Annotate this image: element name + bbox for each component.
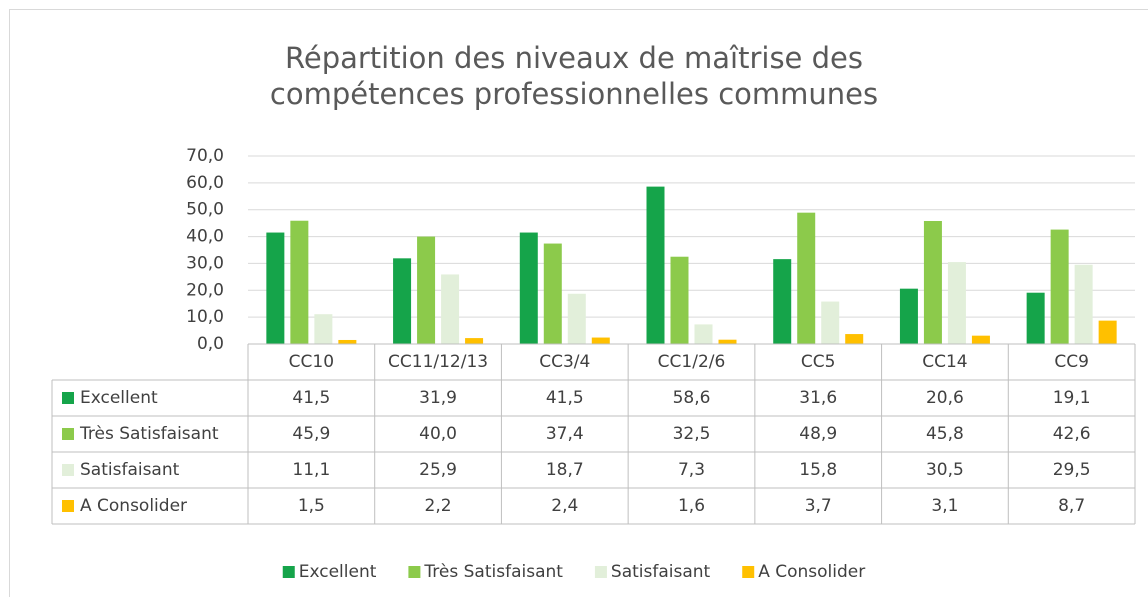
- x-tick-label: CC11/12/13: [388, 352, 488, 372]
- table-value: 7,3: [678, 460, 705, 480]
- bar: [694, 324, 713, 344]
- bar: [591, 337, 610, 344]
- table-value: 20,6: [926, 388, 964, 408]
- bar: [441, 274, 460, 344]
- bar: [821, 301, 840, 344]
- bar: [465, 338, 484, 344]
- bar: [670, 256, 689, 344]
- legend-key: [408, 566, 421, 578]
- chart-title: Répartition des niveaux de maîtrise des …: [269, 41, 879, 111]
- legend-key: [62, 428, 74, 440]
- bar: [543, 243, 562, 344]
- bar: [519, 232, 538, 344]
- table-value: 29,5: [1053, 460, 1091, 480]
- y-tick-label: 0,0: [197, 334, 224, 354]
- y-tick-label: 60,0: [186, 173, 224, 193]
- legend-label: Excellent: [299, 562, 377, 582]
- x-tick-label: CC9: [1054, 352, 1089, 372]
- table-value: 11,1: [292, 460, 330, 480]
- bar: [845, 334, 864, 344]
- row-label: Excellent: [80, 388, 158, 408]
- table-value: 8,7: [1058, 496, 1085, 516]
- bar: [899, 288, 918, 344]
- row-label: A Consolider: [80, 496, 187, 516]
- bar: [314, 314, 333, 344]
- table-value: 32,5: [673, 424, 711, 444]
- x-tick-label: CC10: [289, 352, 334, 372]
- table-value: 31,6: [799, 388, 837, 408]
- y-tick-label: 10,0: [186, 307, 224, 327]
- legend-key: [62, 392, 74, 404]
- table-value: 42,6: [1053, 424, 1091, 444]
- table-value: 48,9: [799, 424, 837, 444]
- legend-key: [62, 464, 74, 476]
- bar: [567, 293, 586, 344]
- bar: [338, 339, 357, 344]
- row-label: Satisfaisant: [80, 460, 180, 480]
- table-value: 31,9: [419, 388, 457, 408]
- table-value: 25,9: [419, 460, 457, 480]
- table-value: 3,1: [931, 496, 958, 516]
- table-value: 41,5: [292, 388, 330, 408]
- table-value: 19,1: [1053, 388, 1091, 408]
- legend-key: [62, 500, 74, 512]
- y-tick-label: 70,0: [186, 146, 224, 166]
- bar: [947, 262, 966, 344]
- x-tick-label: CC1/2/6: [658, 352, 726, 372]
- legend-label: Satisfaisant: [611, 562, 711, 582]
- bar: [797, 212, 816, 344]
- bar: [718, 339, 737, 344]
- bar: [1098, 320, 1117, 344]
- legend-label: Très Satisfaisant: [423, 562, 563, 582]
- bar: [417, 236, 436, 344]
- table-value: 18,7: [546, 460, 584, 480]
- bar: [646, 186, 665, 344]
- x-tick-label: CC5: [801, 352, 836, 372]
- table-value: 3,7: [805, 496, 832, 516]
- bar: [1074, 264, 1093, 344]
- legend-label: A Consolider: [758, 562, 865, 582]
- legend-key: [594, 566, 607, 578]
- table-value: 41,5: [546, 388, 584, 408]
- x-tick-label: CC14: [922, 352, 967, 372]
- table-value: 30,5: [926, 460, 964, 480]
- bar: [1050, 229, 1069, 344]
- table-value: 1,6: [678, 496, 705, 516]
- table-value: 45,8: [926, 424, 964, 444]
- bar: [393, 258, 412, 344]
- legend-key: [742, 566, 755, 578]
- bar: [971, 335, 990, 344]
- table-value: 58,6: [673, 388, 711, 408]
- y-tick-label: 30,0: [186, 253, 224, 273]
- bar: [773, 259, 792, 344]
- table-value: 15,8: [799, 460, 837, 480]
- table-value: 37,4: [546, 424, 584, 444]
- chart-border: [9, 9, 1148, 597]
- table-value: 1,5: [298, 496, 325, 516]
- bar: [266, 232, 285, 344]
- y-tick-label: 40,0: [186, 227, 224, 247]
- bar: [290, 220, 309, 344]
- table-value: 2,4: [551, 496, 578, 516]
- legend-key: [282, 566, 295, 578]
- bar: [923, 220, 942, 344]
- y-tick-label: 50,0: [186, 200, 224, 220]
- x-tick-label: CC3/4: [539, 352, 590, 372]
- y-tick-label: 20,0: [186, 280, 224, 300]
- table-value: 40,0: [419, 424, 457, 444]
- table-value: 45,9: [292, 424, 330, 444]
- row-label: Très Satisfaisant: [79, 424, 219, 444]
- bar: [1026, 292, 1045, 344]
- table-value: 2,2: [425, 496, 452, 516]
